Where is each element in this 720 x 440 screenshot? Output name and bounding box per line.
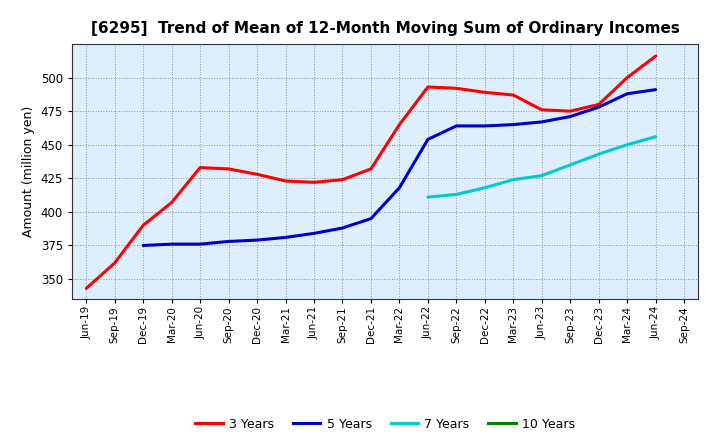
- 7 Years: [537, 173, 546, 178]
- 3 Years: [595, 102, 603, 107]
- Title: [6295]  Trend of Mean of 12-Month Moving Sum of Ordinary Incomes: [6295] Trend of Mean of 12-Month Moving …: [91, 21, 680, 36]
- 7 Years: [509, 177, 518, 182]
- 3 Years: [253, 172, 261, 177]
- 5 Years: [225, 239, 233, 244]
- 5 Years: [395, 185, 404, 191]
- 5 Years: [253, 238, 261, 243]
- 5 Years: [338, 225, 347, 231]
- 3 Years: [652, 53, 660, 59]
- 3 Years: [452, 86, 461, 91]
- 3 Years: [366, 166, 375, 172]
- 3 Years: [167, 200, 176, 205]
- 3 Years: [566, 109, 575, 114]
- 3 Years: [225, 166, 233, 172]
- 5 Years: [509, 122, 518, 127]
- 3 Years: [196, 165, 204, 170]
- 3 Years: [82, 286, 91, 291]
- 5 Years: [480, 123, 489, 128]
- 5 Years: [423, 137, 432, 142]
- Line: 3 Years: 3 Years: [86, 56, 656, 289]
- 5 Years: [196, 242, 204, 247]
- 7 Years: [652, 134, 660, 139]
- 3 Years: [110, 260, 119, 266]
- 5 Years: [595, 104, 603, 110]
- 5 Years: [282, 235, 290, 240]
- 7 Years: [623, 142, 631, 147]
- 7 Years: [423, 194, 432, 200]
- 7 Years: [566, 162, 575, 168]
- 5 Years: [566, 114, 575, 119]
- 3 Years: [537, 107, 546, 113]
- 5 Years: [366, 216, 375, 221]
- Line: 5 Years: 5 Years: [143, 90, 656, 246]
- 7 Years: [595, 151, 603, 157]
- 3 Years: [423, 84, 432, 90]
- 5 Years: [652, 87, 660, 92]
- 5 Years: [537, 119, 546, 125]
- Line: 7 Years: 7 Years: [428, 137, 656, 197]
- 3 Years: [282, 178, 290, 183]
- 7 Years: [452, 192, 461, 197]
- 3 Years: [623, 75, 631, 80]
- 5 Years: [452, 123, 461, 128]
- Y-axis label: Amount (million yen): Amount (million yen): [22, 106, 35, 237]
- 3 Years: [480, 90, 489, 95]
- Legend: 3 Years, 5 Years, 7 Years, 10 Years: 3 Years, 5 Years, 7 Years, 10 Years: [191, 413, 580, 436]
- 3 Years: [509, 92, 518, 98]
- 3 Years: [338, 177, 347, 182]
- 5 Years: [167, 242, 176, 247]
- 3 Years: [395, 122, 404, 127]
- 5 Years: [623, 91, 631, 96]
- 3 Years: [139, 223, 148, 228]
- 7 Years: [480, 185, 489, 191]
- 5 Years: [310, 231, 318, 236]
- 5 Years: [139, 243, 148, 248]
- 3 Years: [310, 180, 318, 185]
